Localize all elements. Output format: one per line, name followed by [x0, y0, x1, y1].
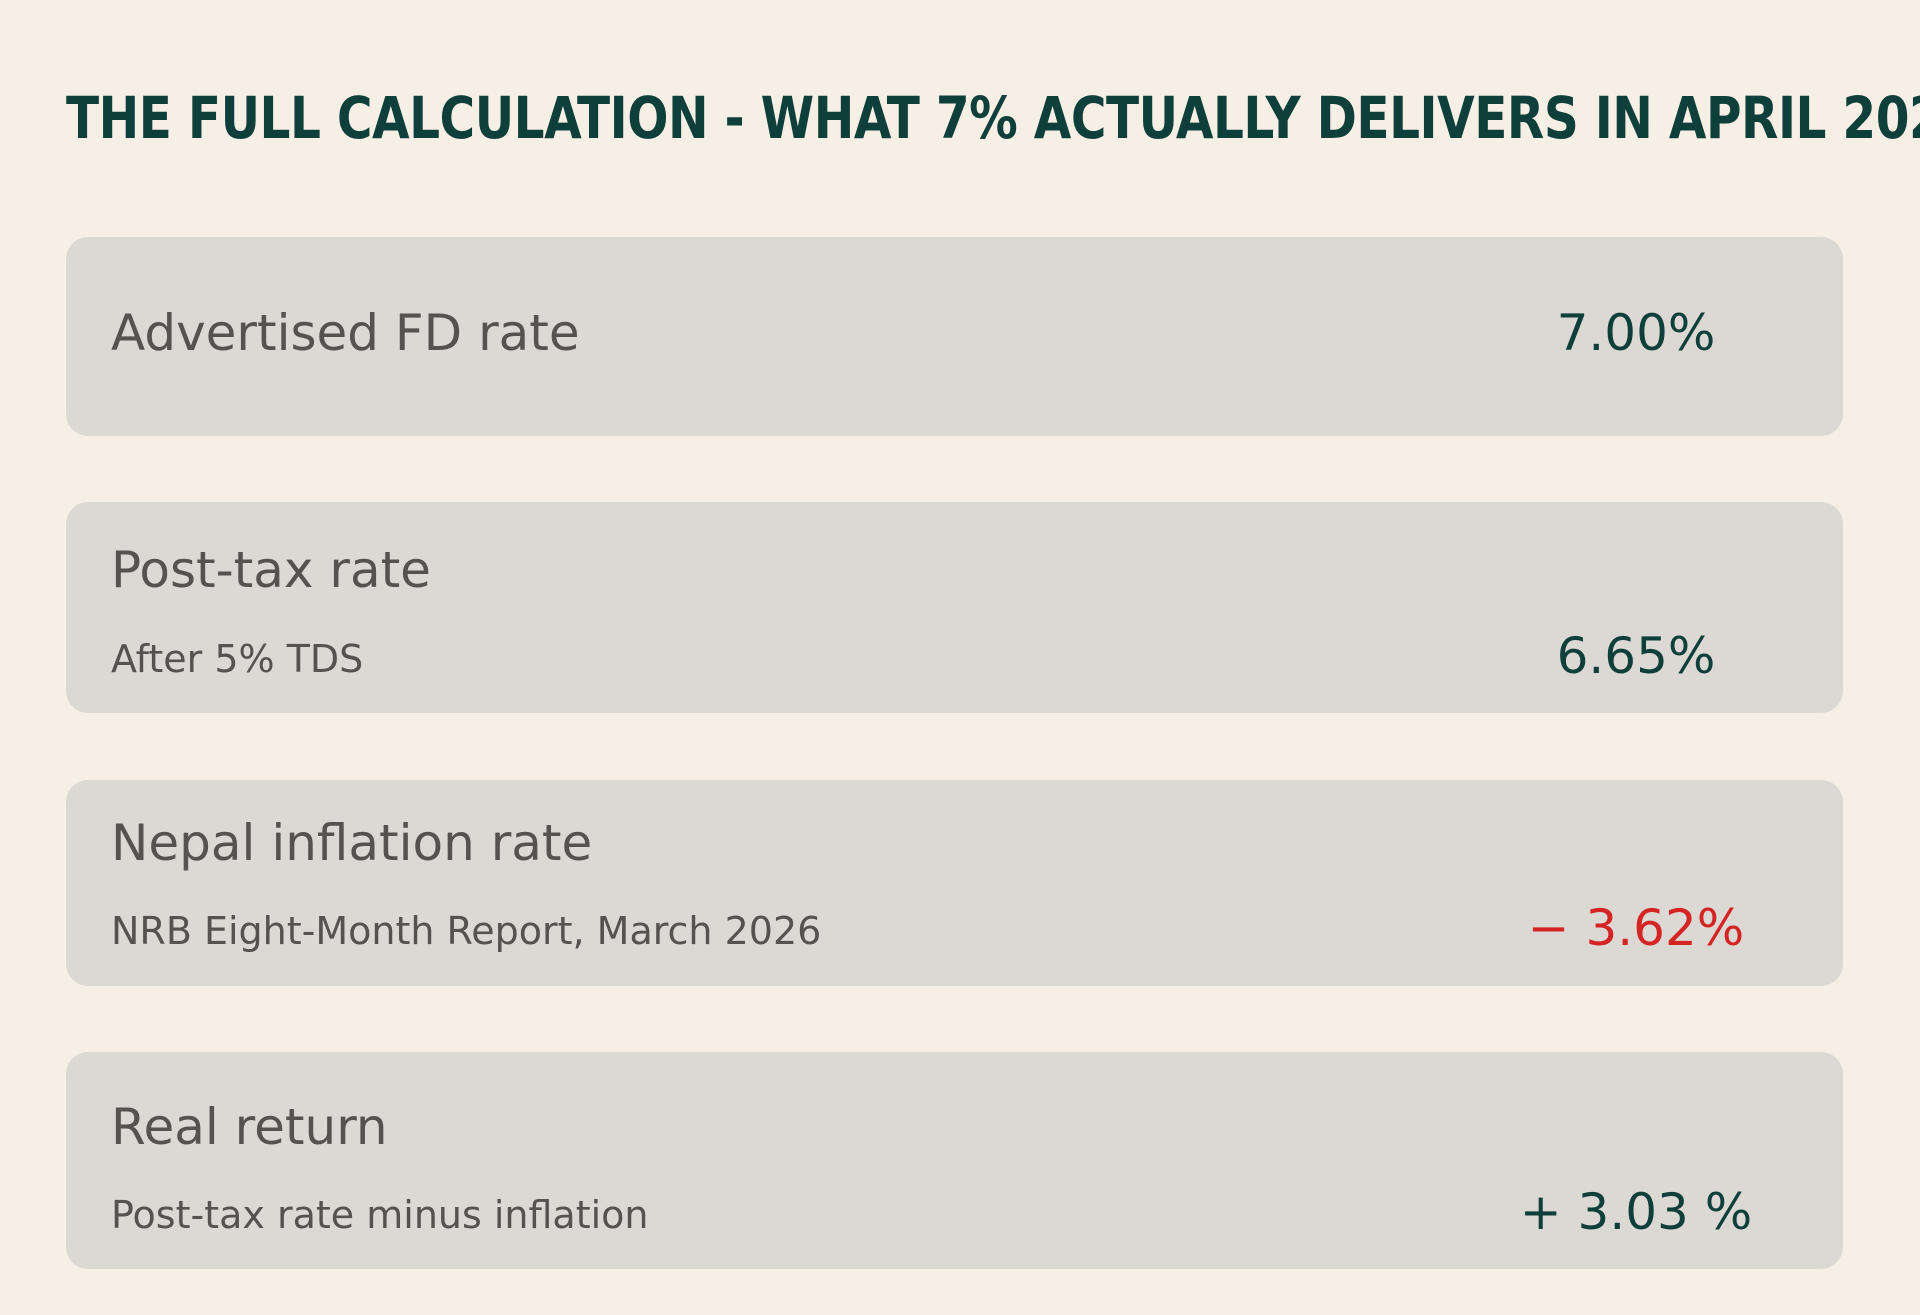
row-value: 6.65%	[1556, 627, 1716, 685]
row-post-tax-rate: Post-tax rate After 5% TDS 6.65%	[66, 502, 1843, 713]
row-sublabel: After 5% TDS	[111, 637, 364, 681]
row-advertised-fd-rate: Advertised FD rate 7.00%	[66, 237, 1843, 436]
row-label: Advertised FD rate	[111, 304, 580, 362]
row-sublabel: Post-tax rate minus inflation	[111, 1193, 649, 1237]
row-value: 7.00%	[1556, 304, 1716, 362]
row-value: + 3.03 %	[1519, 1183, 1753, 1241]
row-label: Real return	[111, 1098, 388, 1156]
row-nepal-inflation-rate: Nepal inflation rate NRB Eight-Month Rep…	[66, 780, 1843, 986]
row-label: Nepal inflation rate	[111, 814, 593, 872]
row-label: Post-tax rate	[111, 541, 431, 599]
row-sublabel: NRB Eight-Month Report, March 2026	[111, 909, 822, 953]
row-value: − 3.62%	[1527, 899, 1745, 957]
page-title: THE FULL CALCULATION - WHAT 7% ACTUALLY …	[66, 84, 1920, 152]
row-real-return: Real return Post-tax rate minus inflatio…	[66, 1052, 1843, 1269]
